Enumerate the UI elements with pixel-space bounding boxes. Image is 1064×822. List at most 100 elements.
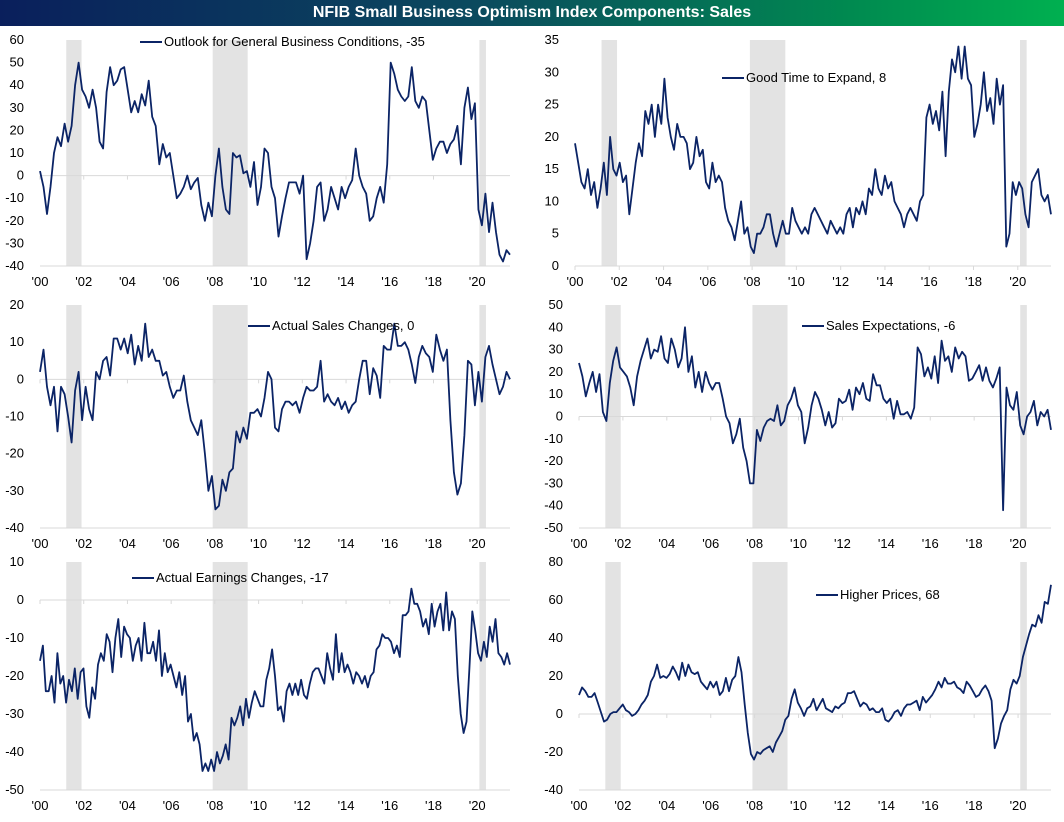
x-tick-label: '14	[338, 274, 355, 289]
legend-label: Actual Earnings Changes, -17	[156, 570, 329, 585]
x-tick-label: '14	[338, 798, 355, 813]
x-tick-label: '06	[699, 274, 716, 289]
chart-outlook-general-business: 60 50 40 30 20 10 0 -10 -20 -30 -40 '00 '02 '04 '06 '08…	[5, 32, 511, 289]
y-tick-label: -30	[5, 706, 24, 721]
recession-band	[749, 40, 786, 266]
y-tick-label: 5	[552, 226, 559, 241]
x-tick-label: '00	[571, 798, 588, 813]
y-tick-label: 35	[545, 32, 559, 47]
x-tick-label: '02	[75, 536, 92, 551]
legend-label: Actual Sales Changes, 0	[272, 318, 414, 333]
y-tick-label: 0	[17, 592, 24, 607]
x-tick-label: '04	[119, 536, 136, 551]
recession-band	[1020, 562, 1027, 790]
chart-sales-expectations: 50 40 30 20 10 0 -10 -20 -30 -40 -50 '00 '02 '04 '06 '0…	[544, 297, 1052, 551]
recession-band	[479, 305, 486, 528]
x-tick-label: '00	[32, 798, 49, 813]
x-tick-label: '16	[922, 536, 939, 551]
y-tick-label: -20	[544, 744, 563, 759]
y-tick-label: -10	[5, 409, 24, 424]
recession-band	[605, 562, 621, 790]
x-tick-label: '08	[746, 536, 763, 551]
chart-title: NFIB Small Business Optimism Index Compo…	[0, 0, 1064, 26]
y-tick-label: -40	[5, 258, 24, 273]
y-tick-label: 10	[549, 386, 563, 401]
x-tick-label: '02	[614, 536, 631, 551]
y-tick-label: 30	[545, 64, 559, 79]
y-tick-label: 25	[545, 97, 559, 112]
x-tick-label: '20	[1009, 274, 1026, 289]
x-tick-label: '06	[163, 536, 180, 551]
x-tick-label: '18	[425, 536, 442, 551]
x-tick-label: '20	[1010, 536, 1027, 551]
y-tick-label: 60	[10, 32, 24, 47]
x-tick-label: '12	[832, 274, 849, 289]
x-tick-label: '10	[250, 536, 267, 551]
recession-band	[479, 40, 486, 266]
y-tick-label: 20	[549, 668, 563, 683]
series-line-outlook-for-general-business-conditions	[39, 61, 511, 263]
x-tick-label: '18	[966, 536, 983, 551]
series-line-actual-earnings-changes	[39, 587, 511, 772]
legend-label: Higher Prices, 68	[840, 587, 940, 602]
y-tick-label: 0	[556, 706, 563, 721]
y-tick-label: -10	[544, 431, 563, 446]
y-tick-label: 15	[545, 161, 559, 176]
y-tick-label: 80	[549, 554, 563, 569]
y-tick-label: 50	[10, 55, 24, 70]
x-tick-label: '16	[381, 798, 398, 813]
recession-band	[212, 305, 248, 528]
x-tick-label: '02	[614, 798, 631, 813]
legend-label: Good Time to Expand, 8	[746, 70, 886, 85]
y-tick-label: -40	[5, 744, 24, 759]
x-tick-label: '08	[206, 798, 223, 813]
x-tick-label: '06	[702, 798, 719, 813]
x-tick-label: '12	[834, 536, 851, 551]
y-tick-label: 10	[10, 334, 24, 349]
y-tick-label: -10	[5, 190, 24, 205]
y-tick-label: -20	[5, 668, 24, 683]
y-tick-label: 10	[545, 193, 559, 208]
x-tick-label: '10	[250, 274, 267, 289]
x-tick-label: '02	[611, 274, 628, 289]
x-tick-label: '18	[425, 798, 442, 813]
legend-label: Outlook for General Business Conditions,…	[164, 34, 425, 49]
x-tick-label: '12	[834, 798, 851, 813]
x-tick-label: '18	[966, 798, 983, 813]
y-tick-label: -40	[5, 520, 24, 535]
x-tick-label: '12	[294, 536, 311, 551]
chart-higher-prices: 80 60 40 20 0 -20 -40 '00 '02 '04 '06 '08 '10 '12 '14 '…	[544, 554, 1052, 813]
x-tick-label: '06	[702, 536, 719, 551]
x-tick-label: '20	[469, 274, 486, 289]
x-tick-label: '12	[294, 274, 311, 289]
chart-actual-sales-changes: 20 10 0 -10 -20 -30 -40 '00 '02 '04 '06 '08 '10 '12 '1…	[5, 297, 511, 551]
y-tick-label: 20	[10, 297, 24, 312]
series-line-higher-prices	[578, 584, 1052, 761]
x-tick-label: '12	[294, 798, 311, 813]
y-tick-label: 40	[549, 630, 563, 645]
x-tick-label: '14	[878, 798, 895, 813]
chart-good-time-to-expand: 35 30 25 20 15 10 5 0 '00 '02 '04 '06 '08 '10 '12 '14 '1…	[545, 32, 1052, 289]
x-tick-label: '18	[965, 274, 982, 289]
x-tick-label: '00	[32, 274, 49, 289]
y-tick-label: -20	[5, 446, 24, 461]
x-tick-label: '04	[119, 274, 136, 289]
panel-good-time-to-expand: 35 30 25 20 15 10 5 0 '00 '02 '04 '06 '08 '10 '12 '14 '1…	[532, 30, 1064, 289]
y-tick-label: 30	[549, 342, 563, 357]
y-tick-label: -20	[544, 453, 563, 468]
y-tick-label: 0	[552, 258, 559, 273]
x-tick-label: '00	[567, 274, 584, 289]
y-tick-label: 60	[549, 592, 563, 607]
y-tick-label: 40	[549, 319, 563, 334]
x-tick-label: '14	[876, 274, 893, 289]
series-line-good-time-to-expand	[574, 45, 1052, 255]
x-tick-label: '20	[469, 536, 486, 551]
y-tick-label: 20	[545, 129, 559, 144]
y-tick-label: -40	[544, 782, 563, 797]
y-tick-label: 30	[10, 100, 24, 115]
panel-actual-sales-changes: 20 10 0 -10 -20 -30 -40 '00 '02 '04 '06 '08 '10 '12 '1…	[0, 288, 532, 551]
y-tick-label: -30	[544, 475, 563, 490]
y-tick-label: -20	[5, 213, 24, 228]
x-tick-label: '10	[790, 798, 807, 813]
panel-actual-earnings-changes: 10 0 -10 -20 -30 -40 -50 '00 '02 '04 '06 '08 '10 '12 '…	[0, 552, 532, 822]
